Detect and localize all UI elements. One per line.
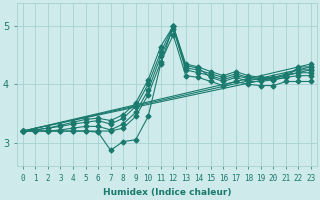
X-axis label: Humidex (Indice chaleur): Humidex (Indice chaleur) (103, 188, 231, 197)
